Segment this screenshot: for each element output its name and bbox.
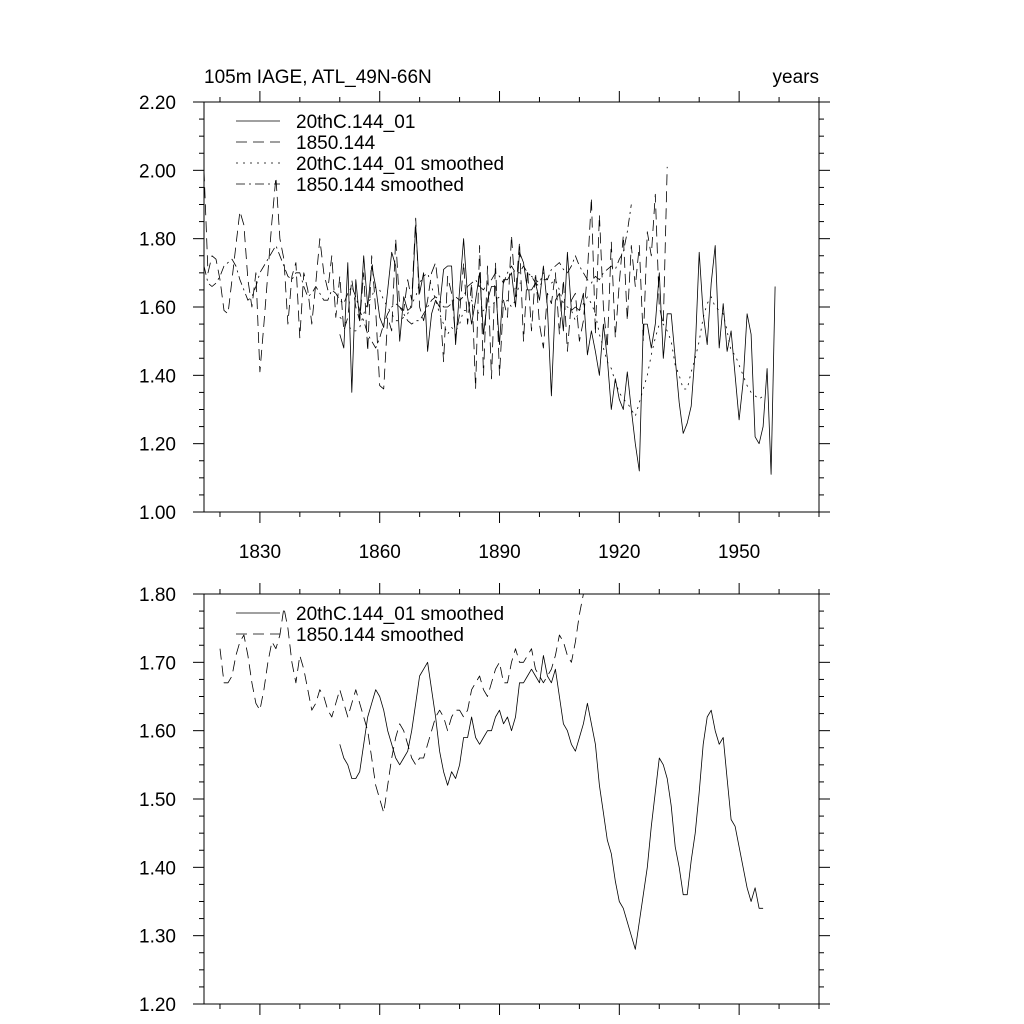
bottom-panel: 1.20 1.30 1.40 1.50 1.60 1.70 1.80 20thC.144_0… (139, 583, 830, 1016)
x-tick-label: 1950 (718, 542, 760, 563)
y-tick-label: 1.80 (139, 585, 176, 606)
y-tick-label: 1.70 (139, 653, 176, 674)
legend-label: 1850.144 (296, 133, 376, 154)
legend-label: 20thC.144_01 smoothed (296, 604, 504, 625)
top-plot-lines (204, 166, 776, 475)
y-tick-label: 2.20 (139, 93, 176, 114)
bottom-axis-ticks: 1.20 1.30 1.40 1.50 1.60 1.70 1.80 (139, 583, 830, 1016)
legend-label: 1850.144 smoothed (296, 175, 464, 196)
y-tick-label: 1.40 (139, 366, 176, 387)
y-tick-label: 1.60 (139, 298, 176, 319)
series-line-1850-144 (204, 166, 668, 390)
y-tick-label: 1.60 (139, 722, 176, 743)
y-tick-label: 1.80 (139, 230, 176, 251)
bottom-plot-lines (219, 594, 764, 950)
x-tick-label: 1920 (598, 542, 640, 563)
y-tick-label: 1.50 (139, 790, 176, 811)
series-line-1850-144-smoothed (219, 594, 584, 814)
bottom-plot-frame (203, 593, 820, 1005)
top-plot-frame (203, 101, 820, 513)
legend-label: 1850.144 smoothed (296, 625, 464, 646)
y-tick-label: 1.20 (139, 995, 176, 1016)
y-tick-label: 1.40 (139, 858, 176, 879)
y-tick-label: 1.30 (139, 927, 176, 948)
x-tick-label: 1830 (239, 542, 281, 563)
legend-label: 20thC.144_01 smoothed (296, 154, 504, 175)
units-label: years (773, 67, 819, 88)
top-panel: 105m IAGE, ATL_49N-66N years 1.00 1.20 1.4… (139, 67, 830, 563)
series-line-20thc-144-01 (339, 224, 776, 475)
y-tick-label: 1.20 (139, 435, 176, 456)
series-line-20thc-144-01-smoothed (339, 272, 764, 417)
y-tick-label: 1.00 (139, 503, 176, 524)
top-axis-ticks: 1.00 1.20 1.40 1.60 1.80 2.00 2.20 1830 1860 1890… (139, 91, 830, 563)
y-tick-label: 2.00 (139, 161, 176, 182)
x-tick-label: 1860 (359, 542, 401, 563)
series-line-20thc-144-01-smoothed (339, 655, 764, 950)
chart-title: 105m IAGE, ATL_49N-66N (204, 67, 432, 88)
x-tick-label: 1890 (478, 542, 520, 563)
series-line-1850-144-smoothed (204, 204, 632, 349)
legend-label: 20thC.144_01 (296, 112, 415, 133)
